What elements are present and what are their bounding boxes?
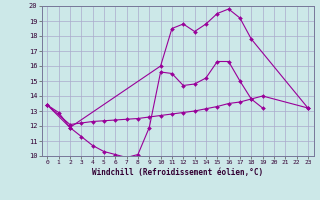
X-axis label: Windchill (Refroidissement éolien,°C): Windchill (Refroidissement éolien,°C)	[92, 168, 263, 177]
